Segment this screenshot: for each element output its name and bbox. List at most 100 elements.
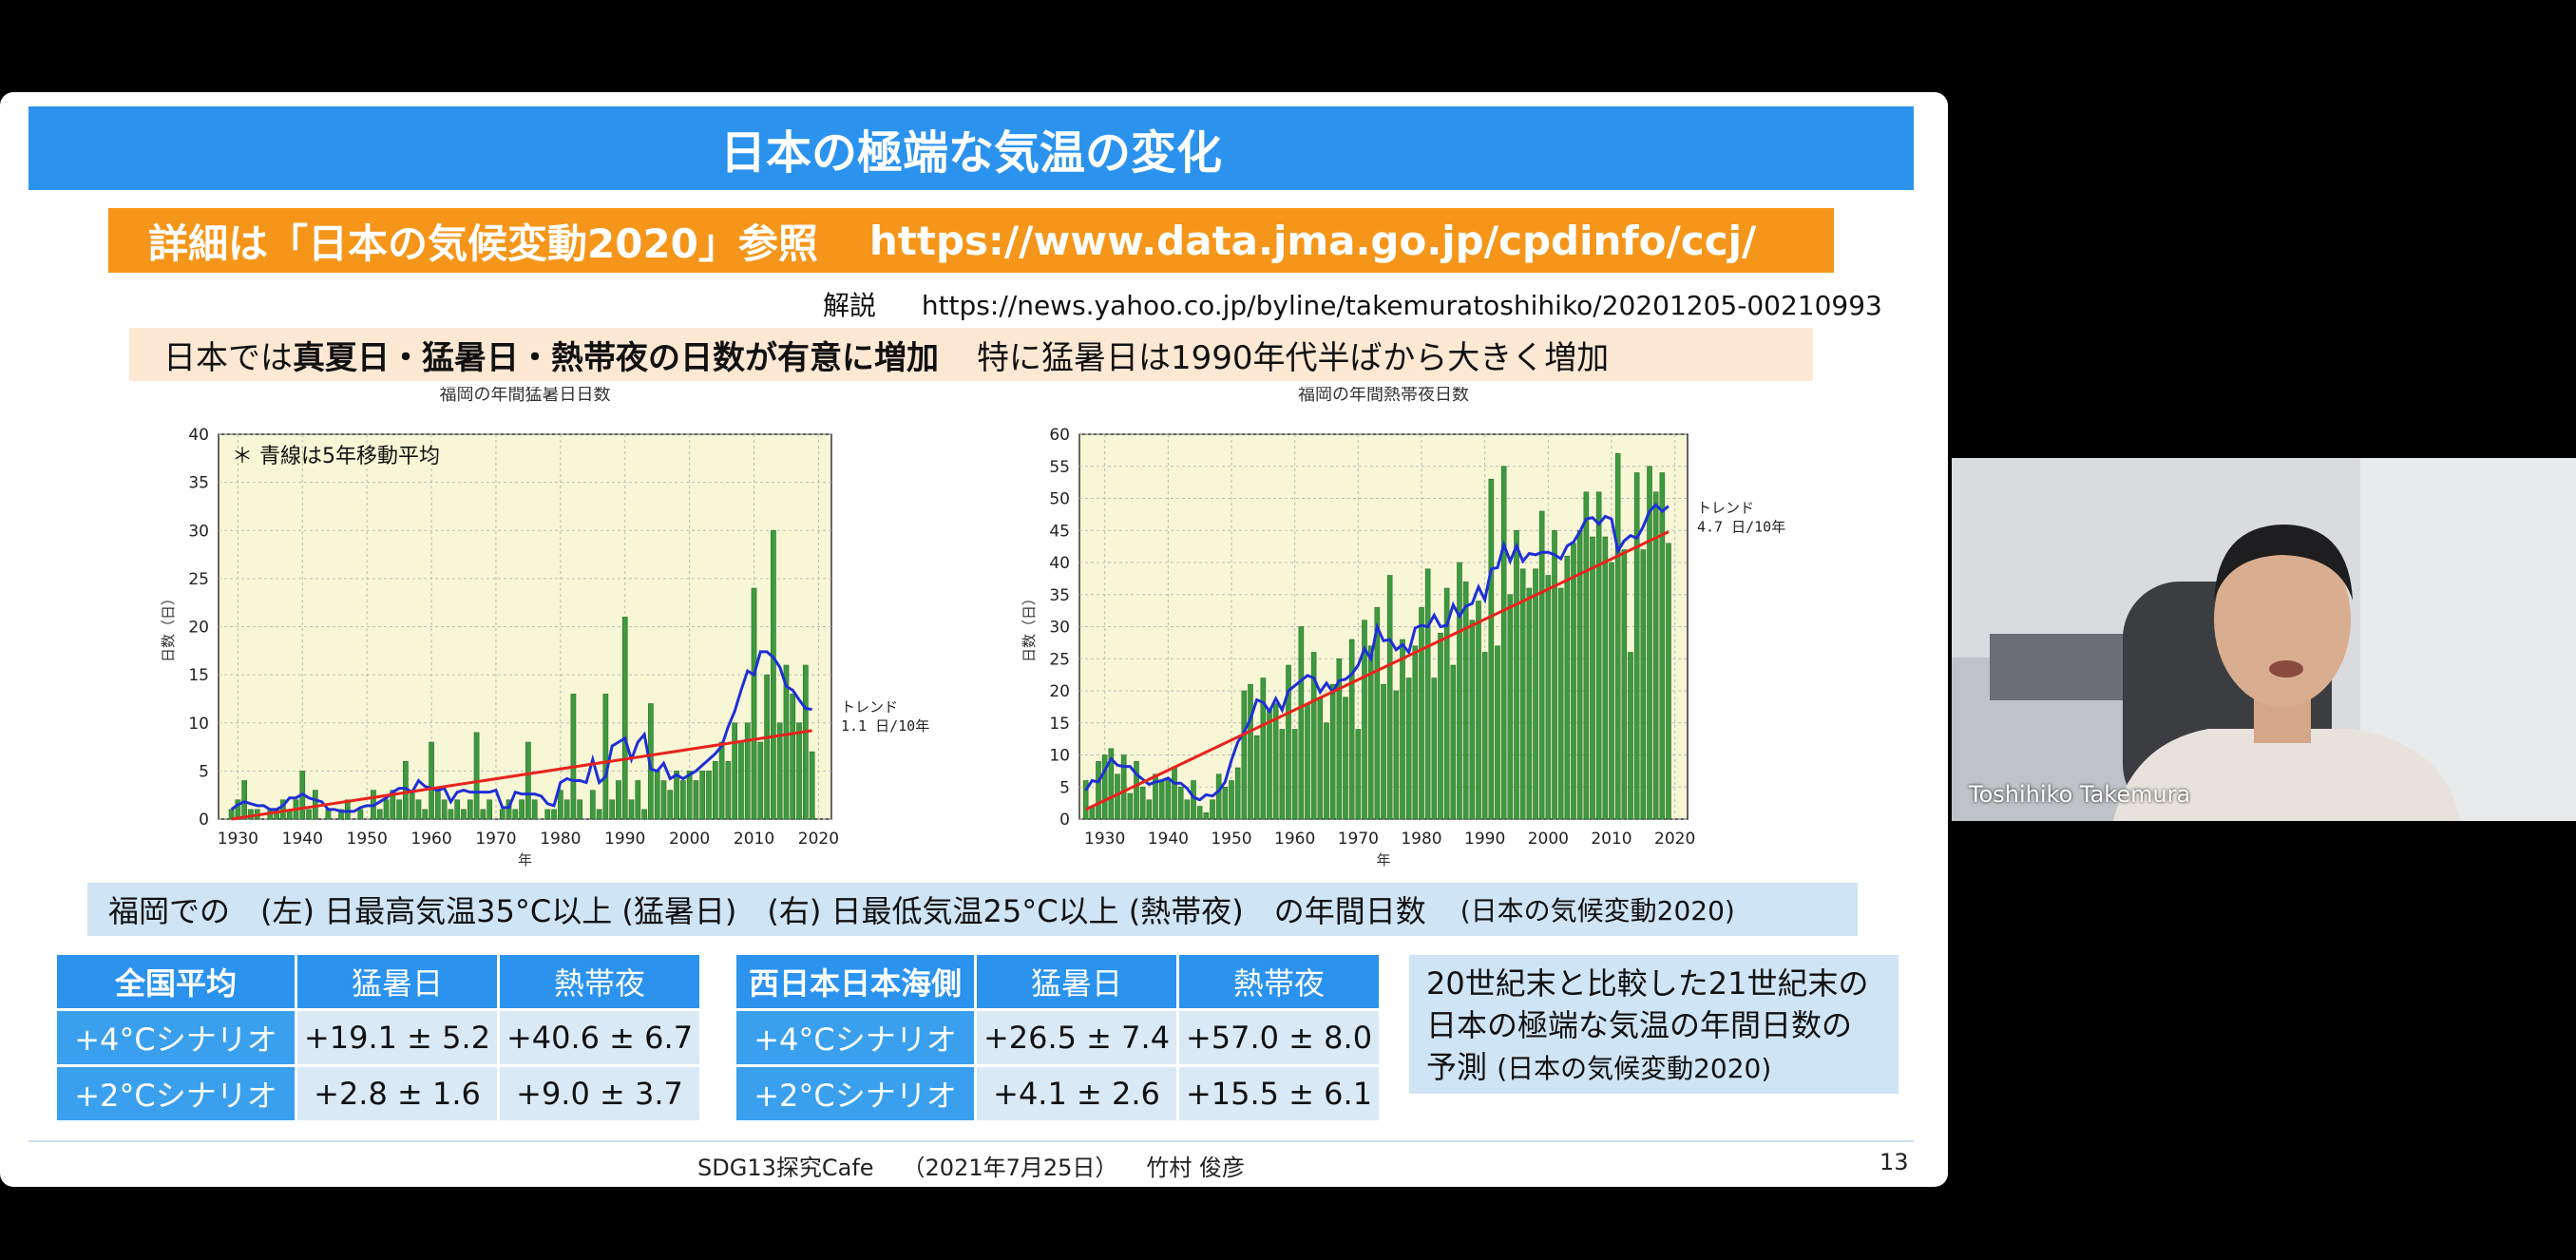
- trend-line: [1085, 530, 1670, 811]
- table-row: +2°Cシナリオ +2.8 ± 1.6 +9.0 ± 3.7: [57, 1067, 699, 1120]
- data-bar: [396, 799, 402, 820]
- data-bar: [441, 799, 448, 820]
- data-bar: [732, 722, 738, 820]
- y-tick-label: 30: [1049, 619, 1070, 638]
- data-bar: [1096, 760, 1101, 820]
- data-bar: [415, 799, 422, 820]
- data-bar: [1526, 587, 1533, 820]
- x-tick-label: 1950: [1211, 830, 1251, 849]
- data-bar: [1419, 606, 1424, 820]
- data-bar: [738, 741, 744, 820]
- data-bar: [487, 799, 493, 820]
- x-tick-label: 2000: [669, 830, 710, 849]
- data-bar: [241, 780, 248, 820]
- reference-url-link[interactable]: https://www.data.jma.go.jp/cpdinfo/ccj/: [868, 217, 1757, 264]
- trend-line: [231, 729, 812, 821]
- data-bar: [751, 587, 757, 820]
- y-tick-label: 15: [188, 666, 209, 685]
- data-bar: [1571, 543, 1576, 820]
- table-cell: +2.8 ± 1.6: [297, 1067, 497, 1120]
- data-bar: [1324, 722, 1329, 820]
- data-bar: [1495, 645, 1500, 820]
- data-bar: [525, 741, 531, 820]
- data-bar: [706, 771, 712, 820]
- caption-source: (日本の気候変動2020): [1460, 895, 1735, 926]
- table-cell: +4.1 ± 2.6: [977, 1067, 1176, 1120]
- data-bar: [1476, 601, 1481, 820]
- commentary-url-link[interactable]: https://news.yahoo.co.jp/byline/takemura…: [921, 290, 1882, 321]
- data-bar: [1367, 645, 1374, 820]
- table-cell: +26.5 ± 7.4: [977, 1011, 1176, 1064]
- table-header-cell: 熱帯夜: [1179, 955, 1379, 1008]
- data-bar: [1431, 678, 1438, 820]
- participant-video-feed: [1952, 458, 2576, 821]
- x-tick-label: 1970: [1338, 830, 1379, 849]
- data-bar: [1348, 639, 1355, 820]
- data-bar: [1298, 626, 1305, 820]
- y-tick-label: 0: [1059, 811, 1070, 830]
- presentation-slide: 日本の極端な気温の変化 詳細は「日本の気候変動2020」参照 https://w…: [0, 92, 1948, 1187]
- data-bar: [1628, 652, 1633, 820]
- data-bar: [1310, 652, 1317, 820]
- data-bar: [1557, 587, 1564, 820]
- data-bar: [1412, 645, 1419, 820]
- y-tick-label: 20: [1049, 682, 1070, 701]
- tropical-nights-chart: 福岡の年間熱帯夜日数 0 5 10 15 20 25 30 35 40 45 50 55 60 1930 19…: [1021, 387, 1785, 869]
- data-bar: [1652, 491, 1659, 820]
- data-bar: [1172, 767, 1177, 820]
- data-bar: [1343, 697, 1348, 820]
- data-bar: [1215, 773, 1222, 820]
- data-bar: [744, 722, 751, 820]
- data-bar: [1469, 620, 1476, 820]
- data-bar: [570, 694, 577, 820]
- data-bar: [383, 799, 390, 820]
- data-bar: [1139, 786, 1146, 820]
- y-tick-label: 10: [1049, 747, 1070, 766]
- data-bar: [1355, 729, 1362, 820]
- x-tick-label: 1940: [282, 830, 323, 849]
- chart-title: 福岡の年間猛暑日日数: [440, 387, 611, 405]
- data-bar: [1203, 811, 1210, 820]
- data-bar: [602, 694, 609, 820]
- table-row: +4°Cシナリオ +19.1 ± 5.2 +40.6 ± 6.7: [57, 1011, 699, 1064]
- participant-video-tile[interactable]: Toshihiko Takemura: [1952, 458, 2576, 821]
- data-bar: [306, 809, 312, 820]
- data-bar: [544, 809, 551, 820]
- data-bar: [725, 760, 732, 820]
- x-tick-label: 1980: [1401, 830, 1441, 849]
- moving-average-line: [1084, 503, 1670, 802]
- data-bar: [1184, 799, 1191, 820]
- table-cell: +9.0 ± 3.7: [500, 1067, 699, 1120]
- commentary-label: 解説: [823, 290, 877, 321]
- x-tick-label: 1930: [1084, 830, 1125, 849]
- data-bar: [1400, 639, 1405, 820]
- data-bar: [577, 799, 583, 820]
- data-bar: [376, 809, 383, 820]
- data-bar: [621, 617, 628, 820]
- data-bar: [1545, 575, 1552, 820]
- data-bar: [1533, 568, 1538, 820]
- data-bar: [551, 809, 557, 820]
- data-bar: [809, 751, 815, 820]
- x-tick-label: 1990: [1464, 830, 1505, 849]
- data-bar: [1082, 780, 1089, 820]
- table-cell: +15.5 ± 6.1: [1179, 1067, 1379, 1120]
- data-bar: [1317, 697, 1324, 820]
- footer-author: 竹村 俊彦: [1146, 1155, 1246, 1181]
- data-bar: [1153, 773, 1158, 820]
- data-bar: [1336, 658, 1343, 820]
- data-bar: [1514, 529, 1519, 820]
- y-tick-label: 10: [188, 715, 209, 734]
- data-bar: [344, 799, 351, 820]
- data-bar: [628, 799, 635, 820]
- data-bar: [1590, 536, 1595, 820]
- y-axis-label: 日数（日）: [1021, 591, 1038, 662]
- data-bar: [686, 771, 693, 820]
- x-tick-label: 1960: [1274, 830, 1315, 849]
- data-bar: [1196, 806, 1203, 820]
- data-bar: [790, 694, 796, 820]
- data-bar: [248, 809, 254, 820]
- data-bar: [1272, 703, 1279, 820]
- data-bar: [1291, 729, 1298, 820]
- data-bar: [1248, 683, 1253, 820]
